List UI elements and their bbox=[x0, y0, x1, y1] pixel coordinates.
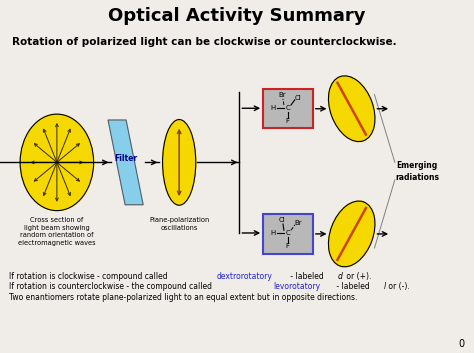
Text: Cl: Cl bbox=[279, 217, 285, 223]
Text: levorotatory: levorotatory bbox=[273, 282, 320, 291]
Polygon shape bbox=[108, 120, 143, 205]
Ellipse shape bbox=[328, 201, 375, 267]
Text: C: C bbox=[285, 231, 290, 237]
Text: Filter: Filter bbox=[114, 154, 137, 163]
Text: Cross section of
light beam showing
random orientation of
electromagnetic waves: Cross section of light beam showing rand… bbox=[18, 217, 96, 246]
Text: - labeled: - labeled bbox=[288, 272, 327, 281]
Text: Br: Br bbox=[278, 92, 286, 98]
Text: If rotation is counterclockwise - the compound called: If rotation is counterclockwise - the co… bbox=[9, 282, 214, 291]
Text: - labeled: - labeled bbox=[334, 282, 373, 291]
FancyBboxPatch shape bbox=[263, 89, 313, 128]
Text: Br: Br bbox=[294, 220, 302, 226]
Text: F: F bbox=[286, 118, 290, 124]
Ellipse shape bbox=[20, 114, 94, 211]
Text: Cl: Cl bbox=[295, 95, 301, 101]
Text: H: H bbox=[270, 105, 275, 111]
Text: Optical Activity Summary: Optical Activity Summary bbox=[108, 7, 366, 25]
Text: F: F bbox=[286, 243, 290, 249]
Text: C: C bbox=[285, 105, 290, 111]
Text: If rotation is clockwise - compound called: If rotation is clockwise - compound call… bbox=[9, 272, 170, 281]
Ellipse shape bbox=[163, 120, 196, 205]
Text: Plane-polarization
oscillations: Plane-polarization oscillations bbox=[149, 217, 210, 231]
Ellipse shape bbox=[328, 76, 375, 142]
Text: or (+).: or (+). bbox=[344, 272, 371, 281]
Text: 0: 0 bbox=[458, 339, 465, 349]
Text: Emerging
radiations: Emerging radiations bbox=[396, 161, 440, 182]
Text: Two enantiomers rotate plane-polarized light to an equal extent but in opposite : Two enantiomers rotate plane-polarized l… bbox=[9, 293, 357, 302]
Text: d: d bbox=[337, 272, 342, 281]
Text: H: H bbox=[270, 231, 275, 237]
Text: dextrorotatory: dextrorotatory bbox=[216, 272, 272, 281]
FancyBboxPatch shape bbox=[263, 214, 313, 254]
Text: Rotation of polarized light can be clockwise or counterclockwise.: Rotation of polarized light can be clock… bbox=[12, 37, 396, 47]
Text: l: l bbox=[383, 282, 386, 291]
Text: or (-).: or (-). bbox=[386, 282, 410, 291]
